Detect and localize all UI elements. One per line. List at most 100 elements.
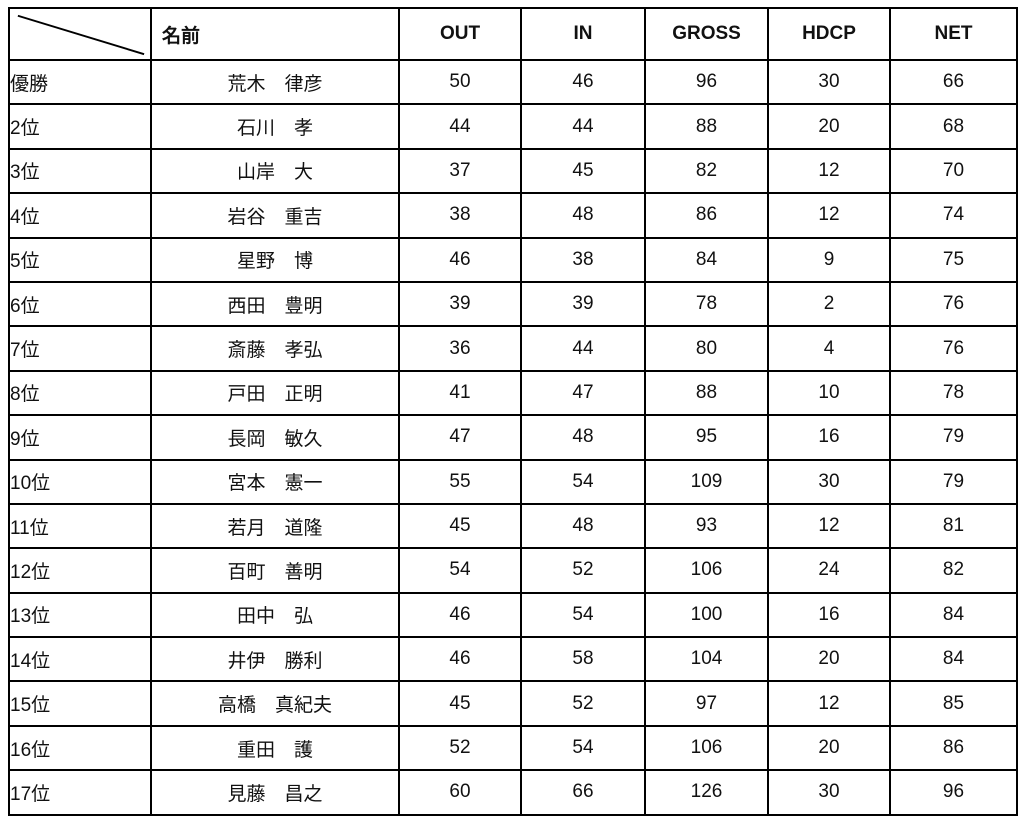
rank-cell: 8位 [8,369,152,417]
in-score-cell: 38 [520,236,646,283]
rank-cell: 14位 [8,636,152,683]
player-name-cell: 宮本 憲一 [150,458,400,505]
hdcp-cell: 30 [767,58,891,106]
hdcp-cell: 9 [767,236,891,283]
player-name-cell: 山岸 大 [150,147,400,195]
in-score-cell: 52 [520,680,646,727]
table-row: 15位 高橋 真紀夫 45 52 97 12 85 [8,680,1018,727]
gross-score-cell: 96 [644,58,769,106]
out-score-cell: 41 [398,369,522,417]
player-name-cell: 石川 孝 [150,103,400,150]
gross-score-cell: 100 [644,591,769,639]
rank-cell: 5位 [8,236,152,283]
column-header-name: 名前 [150,7,400,61]
table-row: 13位 田中 弘 46 54 100 16 84 [8,591,1018,639]
hdcp-cell: 20 [767,636,891,683]
hdcp-cell: 16 [767,591,891,639]
gross-score-cell: 78 [644,280,769,328]
gross-score-cell: 84 [644,236,769,283]
out-score-cell: 47 [398,414,522,461]
gross-score-cell: 95 [644,414,769,461]
player-name-cell: 星野 博 [150,236,400,283]
hdcp-cell: 12 [767,502,891,550]
in-score-cell: 54 [520,591,646,639]
table-row: 14位 井伊 勝利 46 58 104 20 84 [8,636,1018,683]
in-score-cell: 44 [520,325,646,372]
gross-score-cell: 93 [644,502,769,550]
player-name-cell: 長岡 敏久 [150,414,400,461]
table-row: 11位 若月 道隆 45 48 93 12 81 [8,502,1018,550]
gross-score-cell: 80 [644,325,769,372]
out-score-cell: 60 [398,769,522,816]
rank-cell: 11位 [8,502,152,550]
in-score-cell: 48 [520,414,646,461]
table-row: 6位 西田 豊明 39 39 78 2 76 [8,280,1018,328]
gross-score-cell: 126 [644,769,769,816]
gross-score-cell: 88 [644,369,769,417]
gross-score-cell: 88 [644,103,769,150]
hdcp-cell: 30 [767,769,891,816]
column-header-gross: GROSS [644,7,769,61]
net-score-cell: 85 [889,680,1018,727]
gross-score-cell: 86 [644,192,769,239]
in-score-cell: 47 [520,369,646,417]
column-header-net: NET [889,7,1018,61]
rank-cell: 12位 [8,547,152,594]
out-score-cell: 45 [398,680,522,727]
in-score-cell: 54 [520,458,646,505]
gross-score-cell: 106 [644,724,769,772]
table-row: 3位 山岸 大 37 45 82 12 70 [8,147,1018,195]
out-score-cell: 39 [398,280,522,328]
hdcp-cell: 10 [767,369,891,417]
in-score-cell: 58 [520,636,646,683]
out-score-cell: 44 [398,103,522,150]
net-score-cell: 86 [889,724,1018,772]
table-row: 7位 斎藤 孝弘 36 44 80 4 76 [8,325,1018,372]
gross-score-cell: 104 [644,636,769,683]
in-score-cell: 54 [520,724,646,772]
column-header-in: IN [520,7,646,61]
rank-cell: 6位 [8,280,152,328]
net-score-cell: 70 [889,147,1018,195]
table-row: 9位 長岡 敏久 47 48 95 16 79 [8,414,1018,461]
table-row: 12位 百町 善明 54 52 106 24 82 [8,547,1018,594]
net-score-cell: 96 [889,769,1018,816]
rank-cell: 2位 [8,103,152,150]
net-score-cell: 75 [889,236,1018,283]
rank-cell: 4位 [8,192,152,239]
table-row: 16位 重田 護 52 54 106 20 86 [8,724,1018,772]
in-score-cell: 48 [520,192,646,239]
net-score-cell: 68 [889,103,1018,150]
net-score-cell: 79 [889,414,1018,461]
hdcp-cell: 12 [767,147,891,195]
rank-cell: 優勝 [8,58,152,106]
hdcp-cell: 20 [767,103,891,150]
hdcp-cell: 30 [767,458,891,505]
gross-score-cell: 109 [644,458,769,505]
table-row: 4位 岩谷 重吉 38 48 86 12 74 [8,192,1018,239]
column-header-out: OUT [398,7,522,61]
out-score-cell: 46 [398,236,522,283]
player-name-cell: 高橋 真紀夫 [150,680,400,727]
net-score-cell: 82 [889,547,1018,594]
hdcp-cell: 20 [767,724,891,772]
hdcp-cell: 24 [767,547,891,594]
table-row: 2位 石川 孝 44 44 88 20 68 [8,103,1018,150]
hdcp-cell: 12 [767,192,891,239]
out-score-cell: 52 [398,724,522,772]
player-name-cell: 岩谷 重吉 [150,192,400,239]
corner-cell [8,7,152,61]
in-score-cell: 44 [520,103,646,150]
table-row: 5位 星野 博 46 38 84 9 75 [8,236,1018,283]
out-score-cell: 38 [398,192,522,239]
hdcp-cell: 16 [767,414,891,461]
rank-cell: 9位 [8,414,152,461]
player-name-cell: 斎藤 孝弘 [150,325,400,372]
net-score-cell: 84 [889,636,1018,683]
player-name-cell: 重田 護 [150,724,400,772]
in-score-cell: 48 [520,502,646,550]
table-row: 10位 宮本 憲一 55 54 109 30 79 [8,458,1018,505]
rank-cell: 3位 [8,147,152,195]
out-score-cell: 46 [398,636,522,683]
rank-cell: 13位 [8,591,152,639]
